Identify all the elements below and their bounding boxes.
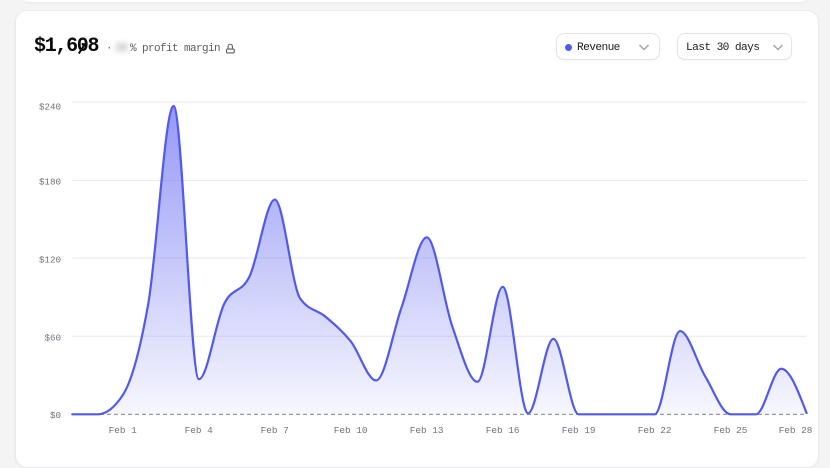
svg-text:Feb 16: Feb 16	[486, 425, 520, 436]
svg-text:Feb 7: Feb 7	[261, 425, 289, 436]
svg-text:Feb 22: Feb 22	[638, 425, 672, 436]
svg-text:Feb 19: Feb 19	[562, 425, 596, 436]
svg-text:$120: $120	[39, 254, 61, 265]
svg-text:Feb 10: Feb 10	[334, 425, 368, 436]
svg-text:Feb 4: Feb 4	[185, 425, 214, 436]
svg-text:$180: $180	[39, 177, 61, 188]
svg-text:$0: $0	[50, 410, 61, 421]
svg-text:$240: $240	[39, 102, 61, 113]
svg-text:Feb 13: Feb 13	[410, 425, 444, 436]
svg-text:Feb 1: Feb 1	[109, 425, 138, 436]
svg-text:Feb 25: Feb 25	[714, 425, 748, 436]
svg-text:$60: $60	[44, 333, 61, 344]
svg-text:Feb 28: Feb 28	[779, 425, 813, 436]
